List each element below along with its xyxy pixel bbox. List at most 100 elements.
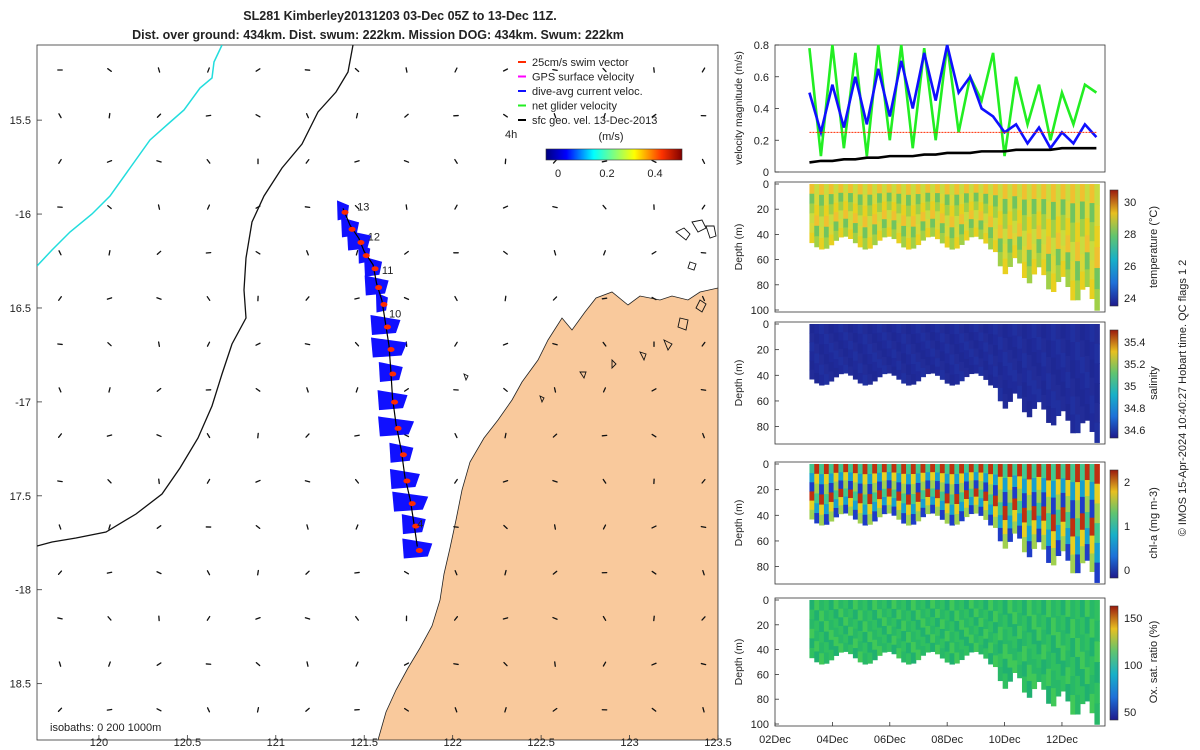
profile-cell	[1089, 535, 1096, 555]
profile-cell	[978, 635, 984, 646]
profile-cell	[1084, 684, 1091, 702]
profile-cell	[930, 625, 936, 635]
profile-cell	[949, 621, 955, 633]
profile-cell	[939, 464, 946, 474]
profile-cell	[1055, 479, 1062, 496]
profile-cell	[862, 227, 868, 239]
profile-cell	[852, 324, 859, 334]
profile-cell	[828, 609, 835, 621]
profile-ylabel: Depth (m)	[733, 500, 745, 547]
profile-cell	[1084, 544, 1091, 561]
profile-cell	[877, 507, 883, 518]
day-label: 11	[382, 265, 393, 277]
profile-cell	[1041, 492, 1047, 508]
profile-cell	[915, 371, 922, 382]
profile-cell	[1094, 383, 1100, 404]
profile-cell	[843, 488, 849, 498]
profile-cell	[1007, 362, 1013, 377]
profile-cell	[823, 334, 830, 345]
profile-cell	[997, 626, 1004, 641]
profile-cell	[1012, 233, 1018, 246]
profile-cell	[1031, 394, 1038, 409]
profile-cell	[1036, 349, 1042, 364]
profile-cell	[964, 609, 970, 619]
day-label: 10	[389, 308, 401, 320]
profile-cell	[968, 600, 975, 610]
profile-cell	[828, 352, 835, 363]
scale-label: 4h	[505, 129, 517, 141]
profile-cell	[1046, 218, 1052, 237]
velocity-arrow	[602, 524, 607, 530]
profile-cell	[828, 371, 835, 382]
profile-cell	[819, 216, 825, 228]
profile-cell	[992, 464, 999, 476]
profile-cell	[814, 343, 820, 355]
profile-cell	[1041, 214, 1047, 230]
profile-cell	[1079, 406, 1086, 424]
profile-cell	[872, 333, 878, 344]
profile-cell	[1084, 372, 1091, 389]
profile-cell	[1031, 464, 1038, 479]
profile-cell	[944, 324, 951, 335]
profile-cell	[983, 233, 989, 244]
profile-cell	[925, 348, 931, 358]
profile-cell	[823, 184, 830, 196]
profile-cell	[964, 332, 970, 343]
profile-cell	[1094, 703, 1100, 725]
profile-cell	[843, 324, 849, 333]
profile-cell	[964, 324, 970, 334]
profile-cell	[964, 507, 970, 518]
velocity-arrow	[156, 297, 162, 300]
profile-cell	[949, 610, 955, 622]
profile-cell	[906, 484, 912, 496]
profile-cell	[886, 184, 893, 194]
profile-cell	[915, 639, 922, 651]
profile-cell	[978, 332, 984, 342]
profile-cell	[1026, 464, 1033, 481]
profile-cell	[843, 600, 849, 610]
profile-cell	[1075, 280, 1081, 301]
profile-cell	[852, 184, 859, 195]
velocity-arrow	[602, 341, 607, 347]
profile-cell	[910, 652, 917, 664]
profile-cell	[862, 484, 868, 496]
profile-cell	[814, 630, 820, 642]
velocity-arrow	[255, 479, 261, 483]
profile-cell	[1026, 184, 1033, 202]
profile-cell	[1046, 201, 1052, 220]
profile-cell	[935, 193, 941, 203]
profile-cell	[910, 215, 917, 228]
profile-cell	[838, 600, 844, 610]
profile-cell	[944, 194, 951, 206]
profile-cell	[1079, 686, 1086, 705]
velocity-arrow	[305, 113, 310, 119]
profile-cell	[997, 613, 1004, 628]
velocity-arrow	[552, 68, 558, 72]
profile-cell	[1084, 184, 1091, 202]
profile-cell	[944, 373, 951, 384]
velocity-arrow	[206, 478, 211, 484]
profile-cell	[959, 352, 965, 363]
profile-cell	[1075, 464, 1081, 483]
profile-cell	[881, 365, 888, 375]
velocity-arrow	[306, 387, 309, 393]
profile-cell	[867, 642, 873, 654]
profile-cell	[1046, 545, 1052, 563]
velocity-arrow	[553, 112, 557, 119]
profile-cell	[1002, 366, 1009, 381]
profile-cell	[978, 184, 984, 194]
profile-cell	[833, 350, 840, 360]
profile-cell	[910, 226, 917, 238]
profile-cell	[1007, 489, 1013, 504]
profile-cell	[877, 212, 883, 223]
profile-cell	[1007, 336, 1013, 351]
profile-cell	[823, 652, 830, 664]
profile-cell	[910, 237, 917, 249]
profile-cell	[1050, 480, 1057, 499]
profile-cell	[954, 631, 960, 643]
profile-cell	[1055, 631, 1062, 649]
profile-cell	[915, 482, 922, 493]
profile-cell	[1021, 661, 1028, 678]
profile-cell	[891, 366, 897, 376]
profile-cell	[1007, 627, 1013, 642]
